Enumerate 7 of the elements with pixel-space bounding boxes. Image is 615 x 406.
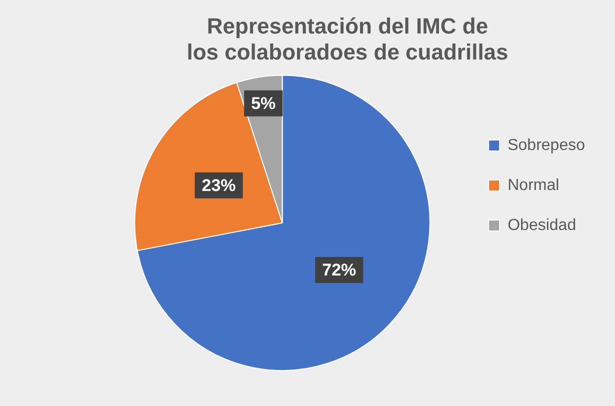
legend-label: Sobrepeso xyxy=(508,136,586,154)
legend-label: Obesidad xyxy=(508,216,576,234)
legend-label: Normal xyxy=(508,176,560,194)
data-label: 72% xyxy=(322,260,356,280)
chart-title: Representación del IMC de los colaboradoes de cuadrillas xyxy=(186,13,508,65)
data-label: 23% xyxy=(202,176,236,196)
data-label: 5% xyxy=(251,94,276,114)
